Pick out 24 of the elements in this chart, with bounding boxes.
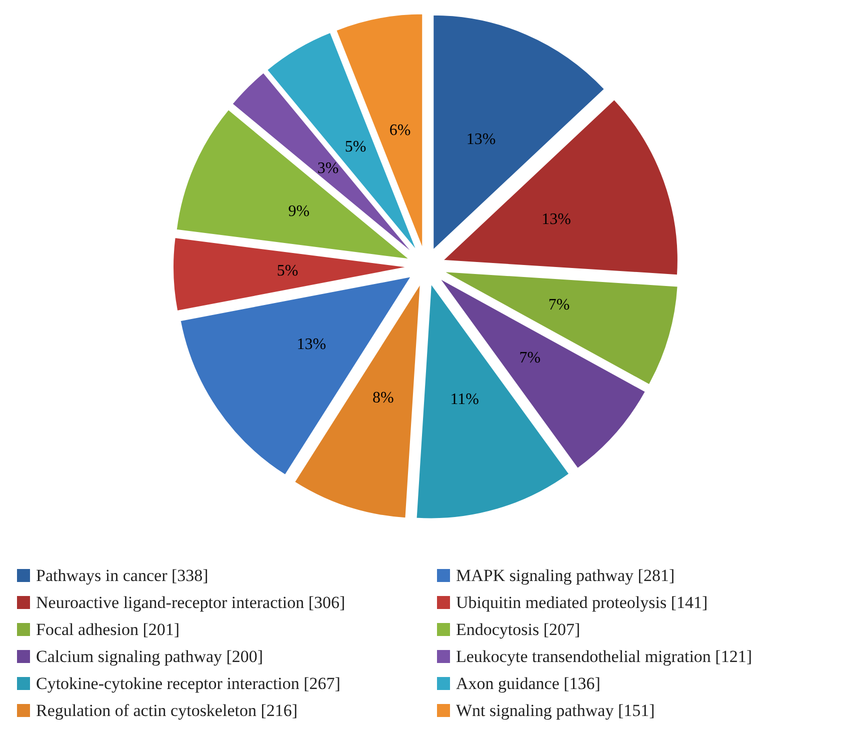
legend-label: Cytokine-cytokine receptor interaction [267]	[36, 674, 340, 693]
data-label: 8%	[372, 390, 394, 407]
data-label: 5%	[344, 138, 366, 156]
legend-label: Endocytosis [207]	[456, 620, 580, 639]
legend-label: Pathways in cancer [338]	[36, 566, 208, 585]
data-label: 3%	[317, 160, 339, 178]
data-label: 11%	[450, 390, 480, 408]
data-label: 9%	[288, 202, 310, 220]
legend-label: Wnt signaling pathway [151]	[456, 701, 655, 720]
legend-label: Focal adhesion [201]	[36, 620, 180, 639]
data-label: 7%	[519, 350, 541, 367]
data-label: 13%	[542, 211, 571, 228]
legend-label: Calcium signaling pathway [200]	[36, 647, 264, 666]
data-label: 13%	[466, 130, 496, 148]
data-label: 6%	[389, 122, 411, 139]
legend-label: Regulation of actin cytoskeleton [216]	[36, 701, 298, 720]
data-label: 13%	[296, 336, 326, 353]
legend-label: Leukocyte transendothelial migration [121]	[456, 647, 752, 666]
legend-label: MAPK signaling pathway [281]	[456, 566, 675, 585]
legend-label: Neuroactive ligand-receptor interaction [306]	[36, 593, 346, 612]
data-label: 5%	[276, 262, 298, 280]
legend-label: Ubiquitin mediated proteolysis [141]	[456, 593, 708, 612]
legend-label: Axon guidance [136]	[456, 674, 600, 693]
data-label: 7%	[548, 296, 570, 314]
